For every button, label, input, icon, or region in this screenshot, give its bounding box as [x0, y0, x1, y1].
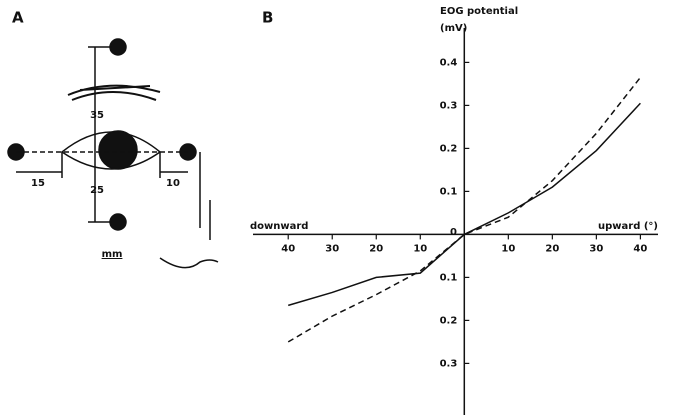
y-tick-label: 0.3 — [440, 100, 458, 111]
panel-letter: A — [12, 9, 24, 27]
dimension-label: 10 — [166, 178, 180, 189]
x-axis-title: downward — [250, 221, 308, 232]
y-tick-label: 0.3 — [440, 358, 458, 369]
origin-label: 0 — [450, 227, 457, 238]
electrode — [110, 39, 126, 55]
x-tick-label: 40 — [633, 243, 647, 254]
y-tick-label: 0.1 — [440, 272, 458, 283]
x-axis-title: upward (°) — [598, 221, 658, 232]
x-tick-label: 10 — [413, 243, 427, 254]
dimension-label: 35 — [90, 110, 104, 121]
pupil — [99, 131, 137, 169]
dimension-label: 25 — [90, 185, 104, 196]
eye-diagram — [8, 39, 218, 268]
x-tick-label: 20 — [545, 243, 559, 254]
nose-outline — [160, 152, 218, 268]
electrode — [110, 214, 126, 230]
figure: A 35 25 15 10 mm B EOG potential (mV) do… — [0, 0, 684, 415]
y-tick-label: 0.4 — [440, 57, 458, 68]
dimension-label: 15 — [31, 178, 45, 189]
y-tick-label: 0.2 — [440, 143, 458, 154]
eyebrow — [68, 86, 160, 100]
x-tick-label: 30 — [589, 243, 603, 254]
panel-letter: B — [262, 9, 273, 27]
y-tick-label: 0.2 — [440, 315, 458, 326]
x-tick-label: 10 — [501, 243, 515, 254]
x-tick-label: 40 — [281, 243, 295, 254]
y-axis-title: EOG potential — [440, 6, 518, 17]
y-axis-unit: (mV) — [440, 23, 467, 34]
x-tick-label: 30 — [325, 243, 339, 254]
y-tick-label: 0.1 — [440, 186, 458, 197]
x-tick-label: 20 — [369, 243, 383, 254]
unit-label: mm — [102, 249, 123, 260]
